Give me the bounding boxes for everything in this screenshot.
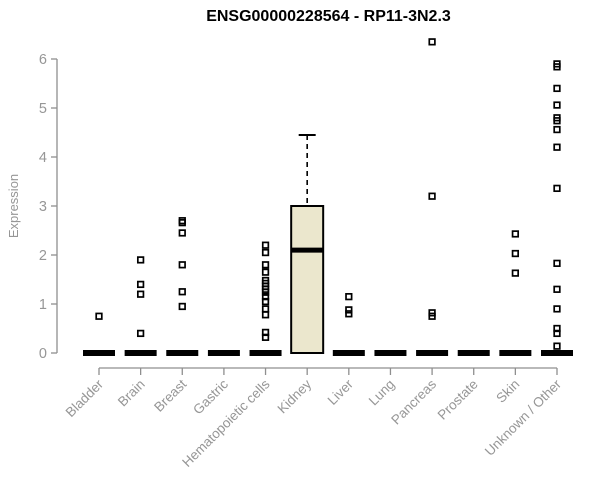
outlier-point <box>261 268 270 276</box>
collapsed-box <box>207 350 240 356</box>
outlier-point <box>178 219 186 227</box>
x-tick-label: Gastric <box>190 376 231 417</box>
boxplot-group-bladder <box>83 312 115 356</box>
boxplot-group-lung <box>374 350 407 356</box>
x-tick-label: Unknown / Other <box>482 376 565 459</box>
outlier-point <box>553 305 561 313</box>
outlier-point <box>345 293 353 301</box>
outlier-point <box>553 329 561 338</box>
outlier-point <box>511 269 520 277</box>
collapsed-box <box>416 350 449 356</box>
boxplot-group-prostate <box>457 350 490 356</box>
x-tick-label: Prostate <box>435 377 481 423</box>
outlier-point <box>261 288 270 296</box>
collapsed-box <box>499 350 532 356</box>
boxplot-group-liver <box>332 293 365 356</box>
outlier-point <box>136 280 145 289</box>
outlier-point <box>136 329 145 338</box>
collapsed-box <box>249 350 282 356</box>
collapsed-box <box>83 350 115 356</box>
collapsed-box <box>457 350 490 356</box>
boxplot-group-breast <box>166 217 199 356</box>
outlier-point <box>136 256 145 264</box>
outlier-point <box>553 101 561 109</box>
outlier-point <box>345 306 353 314</box>
outlier-point <box>428 192 436 200</box>
box <box>290 205 325 354</box>
x-tick-label: Breast <box>151 376 189 414</box>
outlier-point <box>178 302 186 311</box>
collapsed-box <box>374 350 407 356</box>
boxplot-group-pancreas <box>416 38 449 356</box>
outlier-point <box>511 230 520 238</box>
outlier-point <box>553 184 561 193</box>
collapsed-box <box>166 350 199 356</box>
x-tick-label: Kidney <box>275 376 315 416</box>
outlier-point <box>553 285 561 293</box>
outlier-point <box>553 259 561 267</box>
outlier-point <box>261 241 270 249</box>
x-tick-label: Bladder <box>63 376 107 420</box>
boxplot-group-hematopoietic-cells <box>249 241 282 356</box>
outlier-point <box>95 312 103 320</box>
outlier-point <box>178 229 186 237</box>
y-tick-label: 5 <box>39 101 47 117</box>
y-tick-label: 0 <box>39 346 47 362</box>
outlier-point <box>178 288 186 296</box>
y-tick-label: 2 <box>39 248 47 264</box>
outlier-point <box>553 342 561 350</box>
outlier-point <box>553 125 561 134</box>
chart-title: ENSG00000228564 - RP11-3N2.3 <box>206 8 451 25</box>
outlier-point <box>553 143 561 151</box>
outlier-point <box>553 117 561 125</box>
collapsed-box <box>332 350 365 356</box>
outlier-point <box>136 290 145 298</box>
y-tick-label: 4 <box>39 150 47 166</box>
x-tick-label: Lung <box>366 377 398 409</box>
y-tick-label: 1 <box>39 297 47 313</box>
boxplot-group-brain <box>124 256 157 356</box>
y-axis: 0 1 2 3 4 5 6 <box>39 52 58 362</box>
outlier-point <box>428 312 436 320</box>
outlier-point <box>428 38 436 46</box>
outlier-point <box>511 249 520 258</box>
x-tick-label: Brain <box>115 377 148 410</box>
outlier-point <box>261 297 270 306</box>
collapsed-box <box>540 350 573 356</box>
boxplot-group-skin <box>499 230 532 356</box>
boxplot-group-kidney <box>290 133 325 354</box>
x-tick-label: Pancreas <box>388 376 439 427</box>
outlier-point <box>261 305 270 313</box>
outlier-point <box>553 84 561 93</box>
boxplot-group-unknown-other <box>540 60 573 356</box>
outlier-point <box>261 311 270 319</box>
outlier-point <box>553 63 561 71</box>
outlier-point <box>261 248 270 257</box>
collapsed-box <box>124 350 157 356</box>
outlier-point <box>261 333 270 341</box>
outlier-point <box>178 261 186 269</box>
boxplot-group-gastric <box>207 350 240 356</box>
outlier-point <box>261 261 270 269</box>
y-tick-label: 6 <box>39 52 47 68</box>
x-tick-label: Skin <box>493 377 522 406</box>
outlier-point <box>345 310 353 318</box>
x-tick-label: Liver <box>325 376 357 408</box>
y-tick-label: 3 <box>39 199 47 215</box>
